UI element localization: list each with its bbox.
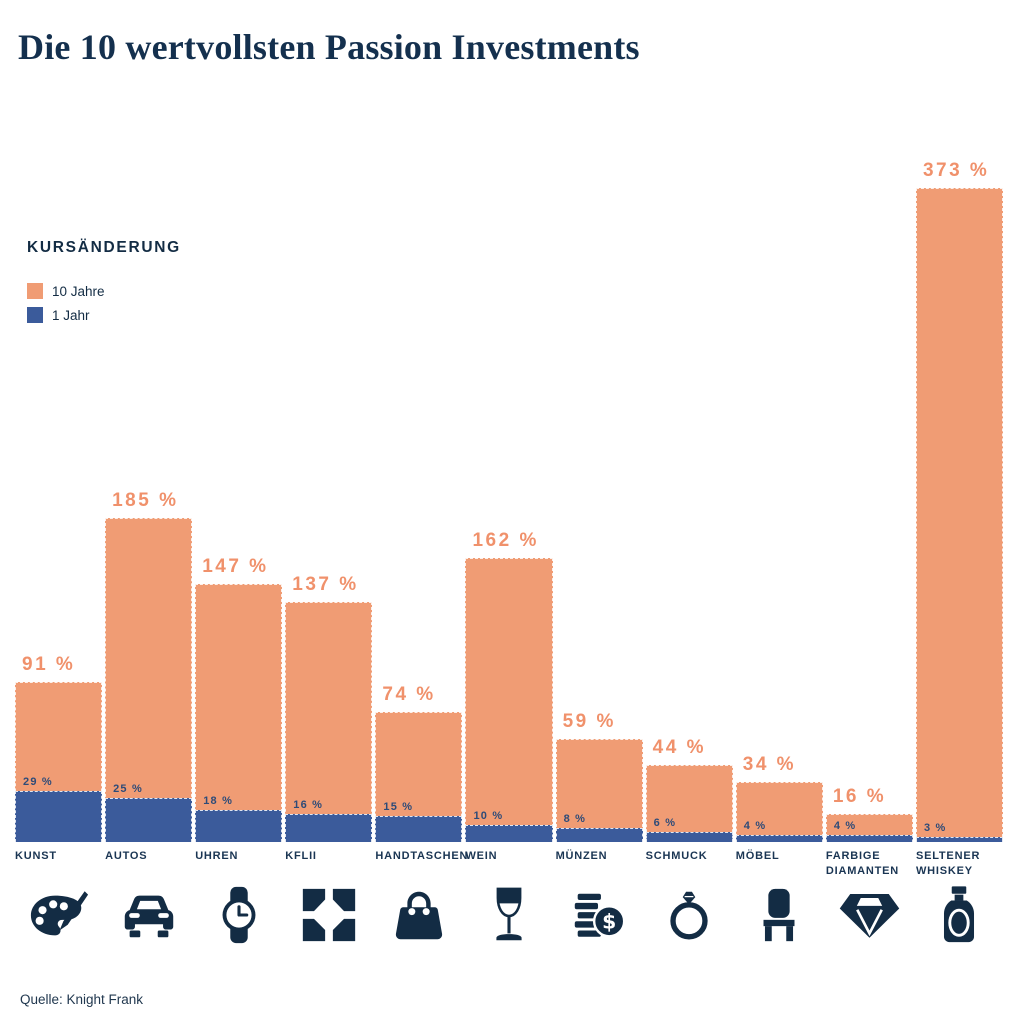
bar-10y: 34 % [735, 754, 823, 842]
bar-1y: 6 % [645, 817, 733, 842]
bar-1y: 8 % [555, 813, 643, 842]
value-label-10y: 147 % [202, 556, 269, 578]
bar-1y: 16 % [285, 799, 373, 842]
source-note: Quelle: Knight Frank [20, 992, 144, 1007]
watch-icon [195, 882, 282, 948]
bar-1y: 10 % [465, 810, 553, 842]
bar-column-kunst: 91 % 29 % KUNST [15, 188, 103, 948]
category-label: WEIN [465, 850, 498, 862]
bar-column-schmuck: 44 % 6 % SCHMUCK [645, 188, 733, 948]
bar-10y: 137 % [285, 574, 373, 842]
category-label: KFLII [285, 850, 317, 862]
svg-text:$: $ [602, 910, 616, 934]
legend-label: 1 Jahr [52, 307, 90, 323]
bar-column-handtaschen: 74 % 15 % HANDTASCHEN [375, 188, 469, 948]
value-label-1y: 10 % [473, 809, 504, 822]
handbag-icon [375, 882, 462, 948]
bar-column-seltener-whiskey: 373 % 3 % SELTENER WHISKEY [915, 160, 1004, 948]
value-label-1y: 4 % [833, 820, 857, 832]
bar-chart: 91 % 29 % KUNST 185 % 25 % AUTOS 147 % 1… [15, 160, 1004, 948]
legend-item-1-jahr: 1 Jahr [27, 307, 181, 323]
category-label: SELTENER WHISKEY [915, 850, 981, 877]
value-label-1y: 16 % [293, 798, 324, 811]
ring-icon [646, 882, 733, 948]
bar-1y: 4 % [735, 820, 823, 842]
value-label-10y: 59 % [562, 710, 616, 732]
value-label-1y: 8 % [563, 813, 587, 825]
category-label: HANDTASCHEN [375, 850, 469, 862]
bar-1y: 18 % [195, 795, 283, 842]
bar-column-kflii: 137 % 16 % KFLII [285, 188, 373, 948]
value-label-10y: 34 % [742, 754, 797, 776]
value-label-1y: 29 % [23, 776, 53, 789]
category-label: MÖBEL [735, 850, 780, 862]
bar-1y: 25 % [105, 783, 193, 842]
value-label-1y: 18 % [203, 795, 234, 808]
value-label-10y: 185 % [112, 489, 179, 511]
bar-column-uhren: 147 % 18 % UHREN [195, 188, 283, 948]
bar-10y: 373 % [915, 160, 1004, 842]
legend-heading: KURSÄNDERUNG [27, 239, 181, 256]
value-label-1y: 3 % [923, 821, 947, 834]
bar-10y: 185 % [105, 490, 193, 842]
value-label-10y: 16 % [832, 785, 887, 807]
category-label: AUTOS [105, 850, 148, 862]
bar-10y: 59 % [555, 711, 643, 842]
legend: KURSÄNDERUNG 10 Jahre 1 Jahr [27, 239, 181, 331]
legend-swatch-1-jahr-icon [27, 307, 43, 323]
bar-10y: 162 % [465, 530, 553, 842]
bar-column-farbige-diamanten: 16 % 4 % FARBIGE DIAMANTEN [825, 188, 913, 948]
page-title: Die 10 wertvollsten Passion Investments [18, 27, 640, 68]
wine-glass-icon [465, 882, 552, 948]
legend-label: 10 Jahre [52, 283, 105, 299]
kflii-logo-icon [285, 882, 372, 948]
value-label-1y: 6 % [653, 816, 677, 829]
category-label: KUNST [15, 850, 57, 862]
category-label: FARBIGE DIAMANTEN [825, 850, 900, 877]
bar-1y: 15 % [375, 801, 463, 842]
value-label-1y: 15 % [383, 800, 414, 813]
bar-1y: 4 % [825, 820, 913, 842]
value-label-10y: 74 % [382, 684, 436, 706]
value-label-10y: 91 % [22, 654, 76, 676]
coins-icon: $ [556, 882, 643, 948]
value-label-10y: 137 % [292, 573, 359, 595]
bar-column-wein: 162 % 10 % WEIN [465, 188, 553, 948]
value-label-10y: 162 % [472, 530, 539, 551]
whiskey-bottle-icon [916, 882, 1003, 948]
bar-column-moebel: 34 % 4 % MÖBEL [735, 188, 823, 948]
value-label-1y: 4 % [743, 820, 767, 832]
bar-1y: 29 % [15, 776, 103, 842]
bar-10y: 44 % [645, 737, 733, 842]
legend-item-10-jahre: 10 Jahre [27, 283, 181, 299]
category-label: MÜNZEN [555, 850, 608, 862]
value-label-10y: 44 % [652, 736, 706, 758]
bar-column-muenzen: 59 % 8 % MÜNZEN $ [555, 188, 643, 948]
value-label-1y: 25 % [113, 783, 143, 796]
bar-10y: 147 % [195, 556, 283, 842]
value-label-10y: 373 % [922, 160, 990, 181]
category-label: SCHMUCK [645, 850, 708, 862]
car-icon [105, 882, 192, 948]
diamond-icon [826, 882, 913, 948]
bar-1y: 3 % [915, 822, 1004, 842]
chair-icon [736, 882, 823, 948]
legend-swatch-10-jahre-icon [27, 283, 43, 299]
bar-column-autos: 185 % 25 % AUTOS [105, 188, 193, 948]
category-label: UHREN [195, 850, 239, 862]
palette-icon [15, 882, 102, 948]
